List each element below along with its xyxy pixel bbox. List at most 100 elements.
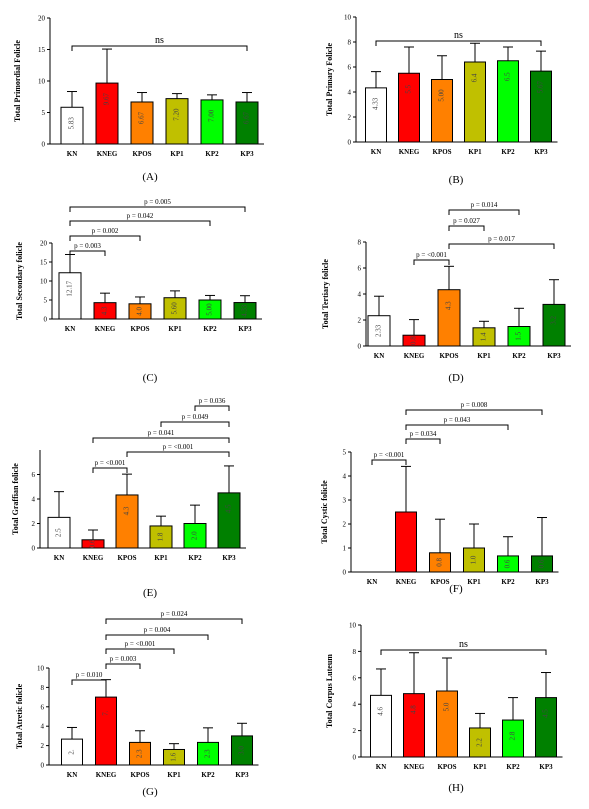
x-tick-label: KN bbox=[54, 554, 65, 562]
significance-label: p = 0.010 bbox=[76, 671, 103, 679]
y-tick-label: 2 bbox=[343, 521, 347, 529]
x-tick-label: KN bbox=[371, 148, 382, 156]
x-tick-label: KP2 bbox=[188, 554, 202, 562]
y-tick-label: 15 bbox=[40, 259, 48, 267]
x-tick-label: KP2 bbox=[501, 148, 515, 156]
significance-label: p = 0.024 bbox=[161, 610, 188, 618]
significance-label: p = 0.036 bbox=[199, 397, 226, 405]
y-tick-label: 10 bbox=[344, 14, 352, 22]
data-label: 4.6 bbox=[377, 706, 385, 715]
x-tick-label: KNEG bbox=[96, 771, 117, 779]
data-label: 5.00 bbox=[438, 89, 446, 102]
x-tick-label: KPOS bbox=[430, 578, 449, 586]
x-tick-label: KPOS bbox=[432, 148, 451, 156]
data-label: 4.33 bbox=[241, 304, 249, 317]
y-axis-title: Total Atretic folicle bbox=[15, 683, 24, 749]
x-tick-label: KP3 bbox=[240, 150, 254, 158]
data-label: 7. bbox=[102, 710, 110, 716]
data-label: 0.8 bbox=[436, 558, 444, 567]
x-tick-label: KP3 bbox=[547, 352, 561, 360]
x-tick-label: KNEG bbox=[396, 578, 417, 586]
significance-bracket bbox=[405, 409, 543, 415]
significance-label: p = <0.001 bbox=[374, 451, 405, 459]
data-label: 5.00 bbox=[206, 303, 214, 316]
y-tick-label: 6 bbox=[353, 674, 357, 682]
y-tick-label: 4 bbox=[32, 496, 36, 504]
data-label: 12.17 bbox=[66, 280, 74, 296]
data-label: 4.8 bbox=[410, 705, 418, 714]
y-tick-label: 10 bbox=[349, 622, 357, 630]
x-tick-label: KN bbox=[374, 352, 385, 360]
y-tick-label: 8 bbox=[353, 648, 357, 656]
x-tick-label: KN bbox=[65, 325, 76, 333]
y-tick-label: 2 bbox=[32, 520, 36, 528]
y-tick-label: 6 bbox=[358, 265, 362, 273]
significance-label: p = 0.005 bbox=[144, 198, 171, 206]
x-tick-label: KP2 bbox=[501, 578, 515, 586]
y-tick-label: 2 bbox=[348, 114, 352, 122]
panel-label: (C) bbox=[143, 372, 158, 384]
x-tick-label: KP1 bbox=[168, 325, 182, 333]
bar bbox=[431, 79, 453, 143]
y-tick-label: 4 bbox=[348, 89, 352, 97]
y-tick-label: 1 bbox=[343, 545, 347, 553]
y-tick-label: 10 bbox=[40, 278, 48, 286]
chart-panel: 0 2 4 6 8 10 Total Atretic folicle 2. KN 7. KNEG 2.… bbox=[15, 610, 259, 798]
y-axis-title: Total Tertiary folicle bbox=[321, 259, 330, 329]
x-tick-label: KN bbox=[367, 578, 378, 586]
chart-panel: 0 2 4 6 8 10 Total Corpus Luteum 4.6 KN 4.8 KNEG 5.… bbox=[325, 622, 563, 794]
significance-label: p = 0.014 bbox=[471, 201, 498, 209]
y-tick-label: 0 bbox=[44, 316, 48, 324]
y-tick-label: 4 bbox=[358, 291, 362, 299]
data-label: 2.0 bbox=[191, 531, 199, 540]
panel-label: (B) bbox=[449, 174, 464, 186]
data-label: 0.6 bbox=[89, 539, 97, 548]
chart-panel: 0 2 4 6 8 10 Total Primary Folicle 4.33 KN 5.5 KNE… bbox=[325, 14, 558, 186]
data-label: 1.4 bbox=[480, 332, 488, 341]
data-label: 5.67 bbox=[537, 81, 545, 94]
significance-bracket bbox=[448, 209, 520, 215]
bar bbox=[95, 82, 119, 145]
x-tick-label: KNEG bbox=[399, 148, 420, 156]
x-tick-label: KP3 bbox=[534, 148, 548, 156]
data-label: 3.0 bbox=[238, 746, 246, 755]
data-label: 4.33 bbox=[372, 97, 380, 110]
y-tick-label: 6 bbox=[41, 703, 45, 711]
y-tick-label: 2 bbox=[358, 317, 362, 325]
significance-bracket bbox=[71, 45, 248, 51]
y-tick-label: 0 bbox=[41, 762, 45, 770]
bar bbox=[115, 494, 139, 549]
significance-label: ns bbox=[459, 639, 468, 650]
x-tick-label: KPOS bbox=[439, 352, 458, 360]
x-tick-label: KP1 bbox=[170, 150, 184, 158]
panel-label: (A) bbox=[142, 171, 158, 183]
significance-bracket bbox=[69, 250, 106, 256]
y-tick-label: 0 bbox=[42, 141, 46, 149]
panel-label: (F) bbox=[449, 583, 463, 595]
data-label: 2.2 bbox=[476, 738, 484, 747]
data-label: 6.67 bbox=[138, 111, 146, 124]
y-axis-title: Total Primary Folicle bbox=[325, 43, 334, 116]
x-tick-label: KP3 bbox=[235, 771, 249, 779]
chart-panel: 0 5 10 15 20 Total Primordial Folicle 5.83 KN 9.… bbox=[13, 15, 264, 183]
y-tick-label: 8 bbox=[348, 39, 352, 47]
x-tick-label: KP2 bbox=[201, 771, 215, 779]
y-tick-label: 6 bbox=[32, 471, 36, 479]
bar bbox=[535, 697, 557, 758]
significance-bracket bbox=[405, 438, 441, 444]
significance-bracket bbox=[69, 206, 246, 212]
significance-bracket bbox=[160, 421, 230, 427]
y-axis-title: Total Primordial Folicle bbox=[13, 40, 22, 122]
x-tick-label: KNEG bbox=[404, 352, 425, 360]
significance-label: p = 0.043 bbox=[444, 416, 471, 424]
panel-label: (G) bbox=[142, 786, 158, 798]
x-tick-label: KP2 bbox=[512, 352, 526, 360]
y-tick-label: 10 bbox=[37, 665, 45, 673]
data-label: 4.3 bbox=[123, 506, 131, 515]
significance-bracket bbox=[448, 225, 485, 231]
bar bbox=[95, 696, 117, 766]
data-label: 9.67 bbox=[103, 92, 111, 105]
y-tick-label: 20 bbox=[38, 15, 46, 23]
y-tick-label: 6 bbox=[348, 64, 352, 72]
x-tick-label: KP3 bbox=[539, 763, 553, 771]
